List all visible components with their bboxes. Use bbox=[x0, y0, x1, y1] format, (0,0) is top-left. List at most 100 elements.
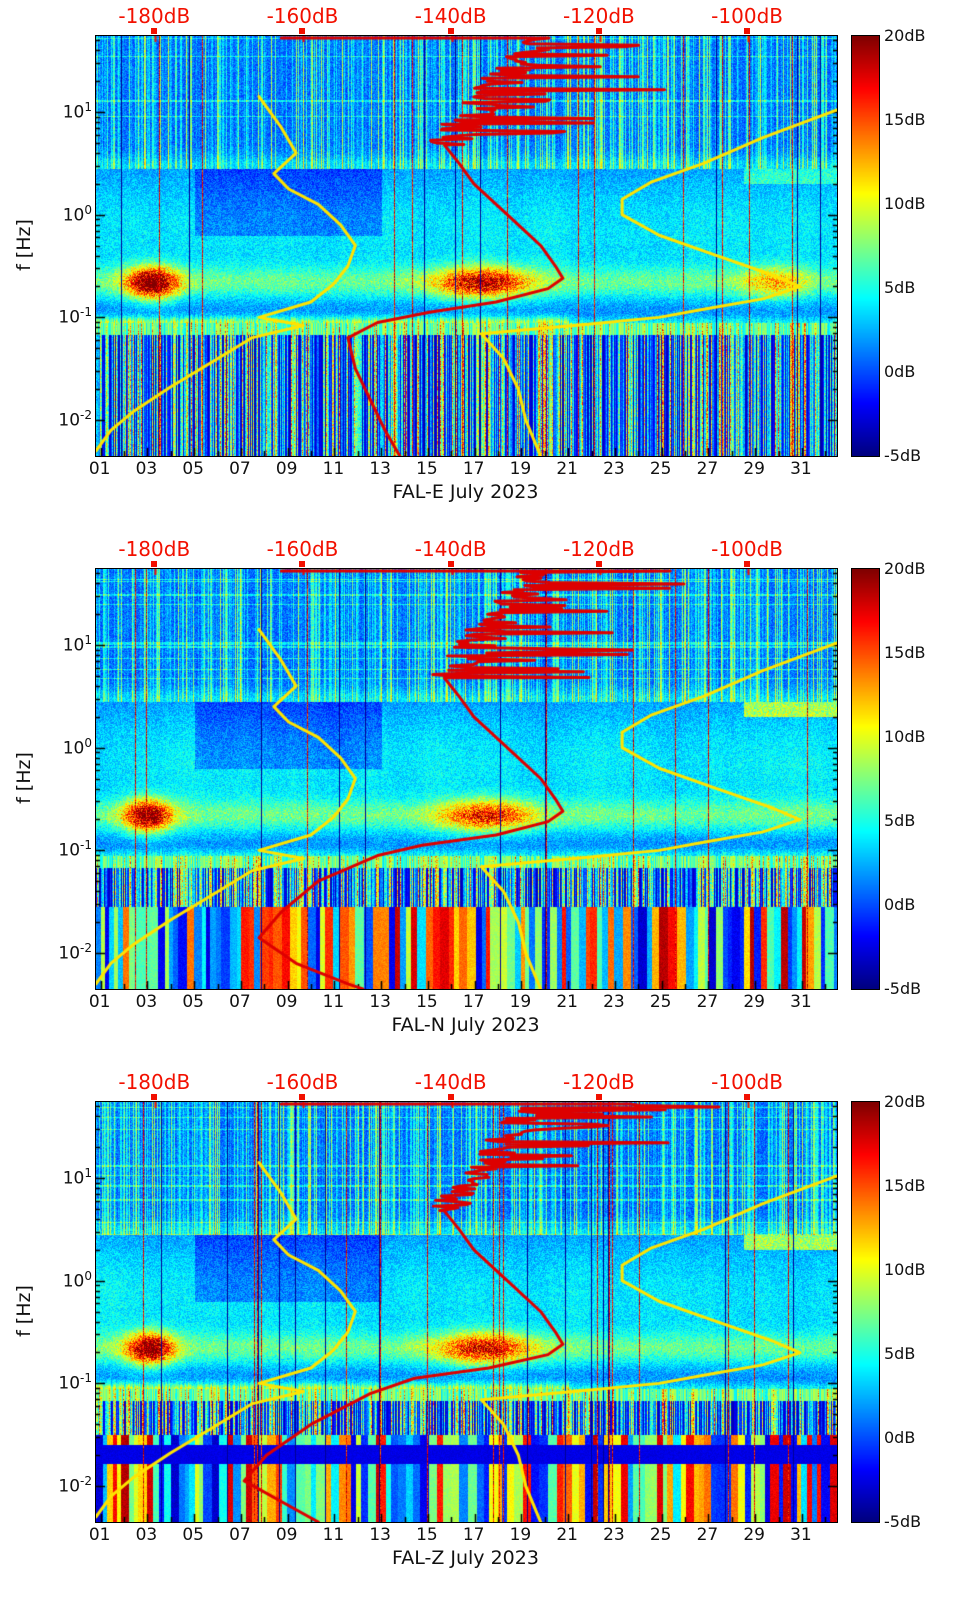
spectrogram-panel-fal-e: -180dB -160dB -140dB -120dB -100dB f [Hz] 10… bbox=[0, 0, 962, 533]
x-axis-tick-label: 23 bbox=[603, 459, 625, 479]
x-axis-tick-label: 31 bbox=[790, 459, 812, 479]
x-axis-tick-label: 13 bbox=[369, 992, 391, 1012]
colorbar-tick-label: 10dB bbox=[884, 1260, 926, 1279]
top-axis-tick-marker bbox=[447, 561, 454, 567]
top-axis-db: -180dB -160dB -140dB -120dB -100dB bbox=[0, 0, 962, 34]
top-axis-tick-label: -140dB bbox=[414, 4, 487, 28]
top-axis-tick-label: -180dB bbox=[118, 4, 191, 28]
colorbar bbox=[851, 1101, 880, 1523]
x-axis-title: FAL-N July 2023 bbox=[391, 1014, 540, 1036]
top-axis-tick-marker bbox=[595, 561, 602, 567]
top-axis-tick-label: -180dB bbox=[118, 537, 191, 561]
x-axis-tick-label: 03 bbox=[135, 992, 158, 1012]
colorbar-tick-label: 15dB bbox=[884, 643, 926, 662]
x-axis-tick-label: 09 bbox=[275, 459, 298, 479]
top-axis-tick-marker bbox=[151, 28, 158, 34]
x-axis-tick-label: 09 bbox=[275, 1525, 298, 1545]
x-axis-tick-label: 19 bbox=[509, 459, 532, 479]
colorbar-gradient bbox=[852, 1102, 879, 1522]
colorbar bbox=[851, 568, 880, 990]
y-axis-label: f [Hz] bbox=[13, 219, 35, 271]
x-axis-tick-label: 15 bbox=[416, 992, 438, 1012]
colorbar-tick-label: 15dB bbox=[884, 110, 926, 129]
spectrogram-canvas bbox=[96, 569, 837, 989]
x-axis-tick-label: 19 bbox=[509, 992, 532, 1012]
x-axis-tick-label: 27 bbox=[696, 992, 719, 1012]
top-axis-tick-marker bbox=[151, 561, 158, 567]
spectrogram-panel-fal-z: -180dB -160dB -140dB -120dB -100dB f [Hz] 10… bbox=[0, 1066, 962, 1599]
x-axis-tick-label: 25 bbox=[649, 992, 672, 1012]
top-axis-tick-marker bbox=[744, 28, 751, 34]
colorbar-tick-label: 10dB bbox=[884, 727, 926, 746]
x-axis-tick-label: 17 bbox=[462, 459, 485, 479]
top-axis-tick-label: -160dB bbox=[266, 537, 339, 561]
x-axis-tick-label: 05 bbox=[182, 992, 204, 1012]
colorbar-tick-label: 0dB bbox=[884, 895, 916, 914]
y-axis-tick-label: 101 bbox=[62, 632, 92, 656]
top-axis-tick-marker bbox=[595, 28, 602, 34]
top-axis-tick-label: -160dB bbox=[266, 1070, 339, 1094]
colorbar bbox=[851, 35, 880, 457]
x-axis-tick-label: 29 bbox=[743, 459, 765, 479]
x-axis-tick-label: 01 bbox=[88, 459, 111, 479]
x-axis-tick-label: 21 bbox=[556, 1525, 578, 1545]
y-axis-tick-label: 10-2 bbox=[58, 1474, 92, 1497]
colorbar-tick-label: 0dB bbox=[884, 362, 916, 381]
x-axis-tick-label: 11 bbox=[322, 459, 345, 479]
top-axis-tick-label: -140dB bbox=[414, 1070, 487, 1094]
colorbar-gradient bbox=[852, 36, 879, 456]
top-axis-tick-label: -100dB bbox=[711, 4, 783, 28]
top-axis-tick-label: -100dB bbox=[711, 537, 783, 561]
y-axis-tick-label: 101 bbox=[62, 1165, 92, 1189]
top-axis-tick-label: -140dB bbox=[414, 537, 487, 561]
colorbar-tick-label: 0dB bbox=[884, 1428, 916, 1447]
x-axis-tick-label: 05 bbox=[182, 459, 204, 479]
colorbar-tick-label: 5dB bbox=[884, 1344, 916, 1363]
y-axis-tick-label: 10-2 bbox=[58, 408, 92, 431]
colorbar-gradient bbox=[852, 569, 879, 989]
x-axis-tick-label: 15 bbox=[416, 459, 438, 479]
x-axis-tick-label: 23 bbox=[603, 992, 625, 1012]
y-axis-tick-label: 10-2 bbox=[58, 941, 92, 964]
plot-area bbox=[95, 1101, 838, 1523]
x-axis-title: FAL-Z July 2023 bbox=[392, 1547, 539, 1569]
x-axis-tick-label: 01 bbox=[88, 1525, 111, 1545]
x-axis-tick-label: 29 bbox=[743, 992, 765, 1012]
plot-area bbox=[95, 35, 838, 457]
top-axis-tick-label: -180dB bbox=[118, 1070, 191, 1094]
top-axis-db: -180dB -160dB -140dB -120dB -100dB bbox=[0, 1066, 962, 1100]
top-axis-tick-label: -120dB bbox=[562, 1070, 635, 1094]
x-axis-tick-label: 31 bbox=[790, 992, 812, 1012]
top-axis-db: -180dB -160dB -140dB -120dB -100dB bbox=[0, 533, 962, 567]
top-axis-tick-marker bbox=[299, 28, 306, 34]
x-axis-tick-label: 07 bbox=[229, 1525, 251, 1545]
colorbar-tick-label: 15dB bbox=[884, 1176, 926, 1195]
top-axis-tick-marker bbox=[151, 1094, 158, 1100]
x-axis-tick-label: 27 bbox=[696, 459, 719, 479]
top-axis-tick-label: -120dB bbox=[562, 4, 635, 28]
top-axis-tick-label: -120dB bbox=[562, 537, 635, 561]
x-axis-tick-label: 03 bbox=[135, 459, 158, 479]
y-axis-tick-label: 10-1 bbox=[58, 305, 92, 329]
y-axis-tick-label: 100 bbox=[62, 735, 92, 759]
top-axis-tick-marker bbox=[744, 561, 751, 567]
colorbar-tick-label: -5dB bbox=[884, 1512, 922, 1531]
colorbar-tick-label: 20dB bbox=[884, 1092, 926, 1111]
colorbar-tick-label: 5dB bbox=[884, 811, 916, 830]
x-axis-tick-label: 07 bbox=[229, 459, 251, 479]
x-axis-tick-label: 01 bbox=[88, 992, 111, 1012]
x-axis-tick-label: 13 bbox=[369, 459, 391, 479]
x-axis-title: FAL-E July 2023 bbox=[392, 481, 539, 503]
top-axis-tick-marker bbox=[447, 1094, 454, 1100]
y-axis-tick-label: 10-1 bbox=[58, 838, 92, 862]
spectrogram-panel-fal-n: -180dB -160dB -140dB -120dB -100dB f [Hz] 10… bbox=[0, 533, 962, 1066]
x-axis-tick-label: 29 bbox=[743, 1525, 765, 1545]
x-axis-tick-label: 25 bbox=[649, 459, 672, 479]
x-axis-tick-label: 17 bbox=[462, 1525, 485, 1545]
x-axis-tick-label: 13 bbox=[369, 1525, 391, 1545]
plot-area bbox=[95, 568, 838, 990]
x-axis-tick-label: 07 bbox=[229, 992, 251, 1012]
top-axis-tick-marker bbox=[744, 1094, 751, 1100]
y-axis-label: f [Hz] bbox=[13, 752, 35, 804]
x-axis-tick-label: 21 bbox=[556, 992, 578, 1012]
